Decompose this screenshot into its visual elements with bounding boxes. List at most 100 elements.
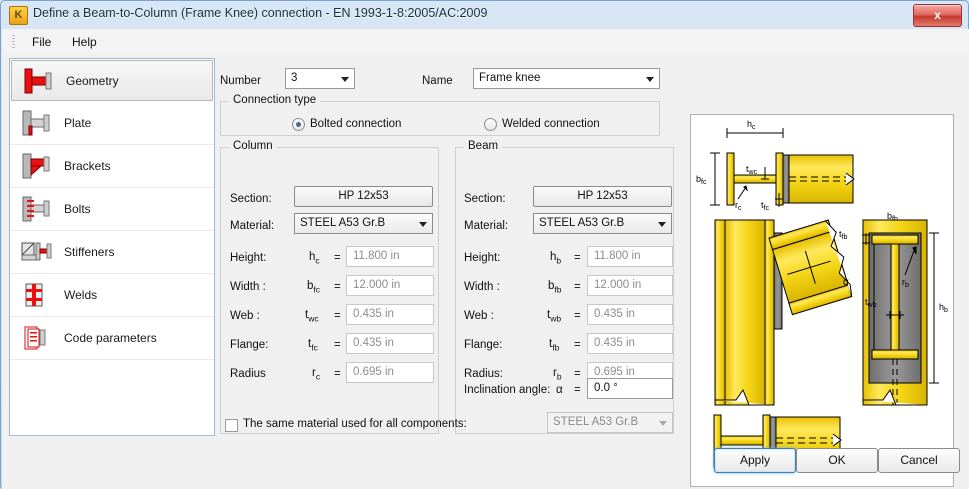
column-radius-value: 0.695 in	[346, 362, 434, 383]
svg-text:hb: hb	[939, 302, 948, 314]
column-width-label: Width :	[230, 281, 266, 293]
radio-welded-label: Welded connection	[502, 118, 600, 130]
same-material-checkbox[interactable]	[225, 419, 238, 432]
beam-group: Beam	[455, 140, 674, 434]
column-width-symbol: bfc	[307, 280, 321, 295]
geometry-icon	[21, 66, 55, 96]
connection-type-legend: Connection type	[229, 94, 321, 106]
title-bar: K Define a Beam-to-Column (Frame Knee) c…	[1, 1, 968, 29]
number-label: Number	[220, 75, 261, 87]
radio-bolted-connection[interactable]	[292, 118, 305, 131]
beam-inclination-equals: =	[574, 384, 581, 396]
beam-section-label: Section:	[464, 193, 506, 205]
svg-text:twc: twc	[746, 164, 758, 176]
number-select[interactable]: 3	[285, 68, 355, 89]
beam-material-select[interactable]: STEEL A53 Gr.B	[533, 213, 672, 234]
beam-radius-equals: =	[574, 368, 581, 380]
sidebar-item-label: Stiffeners	[64, 245, 115, 259]
name-label: Name	[422, 75, 453, 87]
beam-legend: Beam	[464, 140, 503, 152]
window-title: Define a Beam-to-Column (Frame Knee) con…	[33, 6, 488, 20]
column-legend: Column	[229, 140, 277, 152]
sidebar-item-welds[interactable]: Welds	[10, 274, 214, 317]
beam-web-equals: =	[574, 310, 581, 322]
column-web-equals: =	[334, 310, 341, 322]
chevron-down-icon	[341, 77, 349, 82]
beam-width-value: 12.000 in	[587, 275, 673, 296]
name-select[interactable]: Frame knee	[473, 68, 660, 89]
column-section-button[interactable]: HP 12x53	[294, 186, 433, 207]
sidebar-item-label: Geometry	[66, 73, 119, 88]
beam-width-label: Width :	[464, 281, 500, 293]
beam-web-value: 0.435 in	[587, 304, 673, 325]
column-width-value: 12.000 in	[346, 275, 434, 296]
column-width-equals: =	[334, 281, 341, 293]
svg-text:hc: hc	[747, 119, 756, 131]
svg-text:bfc: bfc	[696, 174, 707, 186]
beam-material-label: Material:	[464, 220, 509, 232]
chevron-down-icon	[419, 222, 427, 227]
column-material-value: STEEL A53 Gr.B	[300, 217, 386, 229]
column-height-value: 11.800 in	[346, 246, 434, 267]
beam-height-symbol: hb	[550, 251, 562, 266]
apply-button[interactable]: Apply	[714, 448, 796, 473]
beam-inclination-label: Inclination angle:	[464, 384, 551, 396]
number-value: 3	[291, 72, 298, 84]
bolts-icon	[19, 194, 53, 224]
svg-text:twb: twb	[865, 297, 877, 309]
beam-inclination-symbol: α	[556, 384, 563, 396]
sidebar-item-label: Plate	[64, 116, 92, 130]
menu-item-help[interactable]: Help	[72, 35, 97, 49]
sidebar-item-label: Code parameters	[64, 331, 157, 345]
plate-icon	[19, 108, 53, 138]
column-material-label: Material:	[230, 220, 275, 232]
menu-item-file[interactable]: File	[32, 35, 52, 49]
beam-material-value: STEEL A53 Gr.B	[539, 217, 625, 229]
same-material-select[interactable]: STEEL A53 Gr.B	[547, 412, 673, 433]
beam-section-button[interactable]: HP 12x53	[533, 186, 672, 207]
same-material-value: STEEL A53 Gr.B	[553, 416, 639, 428]
sidebar-item-bolts[interactable]: Bolts	[10, 188, 214, 231]
column-group: Column	[220, 140, 439, 434]
menu-grip-icon	[12, 35, 15, 48]
sidebar-item-label: Welds	[64, 288, 98, 302]
column-radius-label: Radius	[230, 368, 266, 380]
chevron-down-icon	[646, 77, 654, 82]
sidebar-item-geometry[interactable]: Geometry	[11, 60, 213, 101]
sidebar-item-stiffeners[interactable]: Stiffeners	[10, 231, 214, 274]
welds-icon	[19, 280, 53, 310]
stiffeners-icon	[19, 237, 53, 267]
brackets-icon	[19, 151, 53, 181]
code-parameters-icon	[19, 323, 53, 353]
column-height-label: Height:	[230, 252, 267, 264]
column-radius-symbol: rc	[312, 367, 321, 382]
sidebar-item-code-parameters[interactable]: Code parameters	[10, 317, 214, 360]
same-material-label: The same material used for all component…	[243, 418, 467, 430]
radio-bolted-label: Bolted connection	[310, 118, 402, 130]
chevron-down-icon	[658, 222, 666, 227]
beam-inclination-input[interactable]: 0.0 °	[587, 378, 673, 399]
column-web-label: Web :	[230, 310, 260, 322]
beam-radius-label: Radius:	[464, 368, 503, 380]
column-web-value: 0.435 in	[346, 304, 434, 325]
sidebar-item-label: Brackets	[64, 159, 111, 173]
sidebar-item-brackets[interactable]: Brackets	[10, 145, 214, 188]
beam-web-symbol: twb	[547, 309, 562, 324]
beam-flange-equals: =	[574, 339, 581, 351]
sidebar-item-plate[interactable]: Plate	[10, 102, 214, 145]
column-material-select[interactable]: STEEL A53 Gr.B	[294, 213, 433, 234]
svg-text:rb: rb	[902, 277, 909, 289]
sidebar-item-label: Bolts	[64, 202, 91, 216]
close-icon[interactable]: x	[913, 4, 962, 27]
beam-flange-value: 0.435 in	[587, 333, 673, 354]
svg-text:α: α	[843, 277, 849, 288]
connection-drawing: hc bfc	[696, 119, 948, 468]
ok-button[interactable]: OK	[796, 448, 878, 473]
app-icon: K	[9, 6, 28, 25]
radio-welded-connection[interactable]	[484, 118, 497, 131]
beam-width-symbol: bfb	[548, 280, 562, 295]
cancel-button[interactable]: Cancel	[878, 448, 960, 473]
chevron-down-icon	[659, 421, 667, 426]
connection-preview-panel: hc bfc	[690, 114, 954, 487]
column-web-symbol: twc	[305, 309, 319, 324]
